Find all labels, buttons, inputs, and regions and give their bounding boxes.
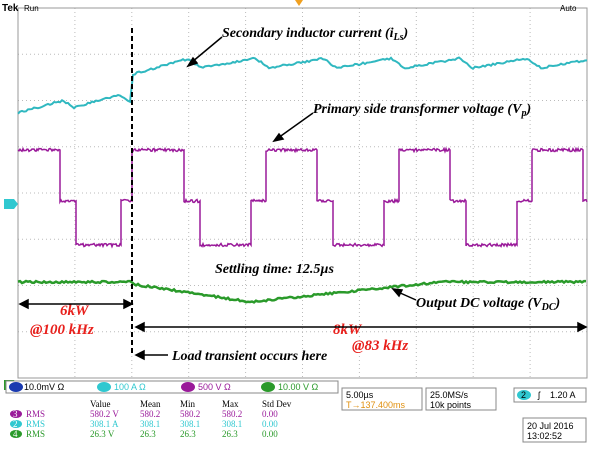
measurement-value: 580.2 bbox=[222, 409, 242, 419]
measurement-type: RMS bbox=[26, 419, 45, 429]
trigger-source: 2 bbox=[521, 390, 526, 400]
channel-scale: 500 V Ω bbox=[198, 382, 231, 392]
frequency-label: @83 kHz bbox=[352, 338, 408, 354]
annotation: Settling time: 12.5µs bbox=[215, 262, 334, 277]
column-header: Max bbox=[222, 399, 239, 409]
measurement-value: 0.00 bbox=[262, 429, 278, 439]
measurement-value: 26.3 bbox=[222, 429, 238, 439]
power-label: 6kW bbox=[60, 303, 90, 319]
channel-badge bbox=[261, 382, 275, 392]
measurement-value: 580.2 bbox=[180, 409, 200, 419]
measurement-value: 580.2 V bbox=[90, 409, 119, 419]
frequency-label: @100 kHz bbox=[30, 322, 94, 338]
timebase: 5.00µs bbox=[346, 390, 374, 400]
measurement-type: RMS bbox=[26, 409, 45, 419]
channel-number: 2 bbox=[13, 419, 18, 429]
column-header: Min bbox=[180, 399, 196, 409]
column-header: Mean bbox=[140, 399, 161, 409]
column-header: Std Dev bbox=[262, 399, 292, 409]
annotation: Secondary inductor current (iLs) bbox=[222, 26, 408, 43]
channel-scale: 10.00 V Ω bbox=[278, 382, 319, 392]
column-header: Value bbox=[90, 399, 111, 409]
annotation: Primary side transformer voltage (Vp) bbox=[313, 102, 531, 119]
channel-number: 3 bbox=[13, 409, 18, 419]
measurement-value: 0.00 bbox=[262, 419, 278, 429]
trigger-level: 1.20 A bbox=[550, 390, 576, 400]
oscilloscope-screenshot: Tek Run Auto Secondary inductor current … bbox=[0, 0, 589, 449]
time: 13:02:52 bbox=[527, 431, 562, 441]
sample-rate: 25.0MS/s bbox=[430, 390, 469, 400]
date: 20 Jul 2016 bbox=[527, 421, 574, 431]
measurement-value: 26.3 V bbox=[90, 429, 115, 439]
annotation: Load transient occurs here bbox=[171, 349, 327, 364]
measurement-value: 26.3 bbox=[180, 429, 196, 439]
measurement-value: 26.3 bbox=[140, 429, 156, 439]
channel-badge bbox=[9, 382, 23, 392]
channel-scale: 100 A Ω bbox=[114, 382, 146, 392]
trigger-delay: T→137.400ms bbox=[346, 400, 406, 410]
power-label: 8kW bbox=[333, 322, 363, 338]
measurement-type: RMS bbox=[26, 429, 45, 439]
measurement-value: 308.1 bbox=[222, 419, 242, 429]
record-length: 10k points bbox=[430, 400, 472, 410]
measurement-value: 308.1 bbox=[180, 419, 200, 429]
channel-badge bbox=[97, 382, 111, 392]
brand: Tek bbox=[2, 3, 19, 14]
channel-bar: 10.0mV Ω 100 A Ω 500 V Ω 10.00 V Ω bbox=[6, 381, 338, 393]
measurement-value: 308.1 bbox=[140, 419, 160, 429]
annotation: Output DC voltage (VDC) bbox=[416, 296, 560, 313]
channel-scale: 10.0mV Ω bbox=[24, 382, 65, 392]
trigger-mode: Auto bbox=[560, 4, 577, 13]
run-status: Run bbox=[24, 4, 39, 13]
channel-number: 4 bbox=[13, 429, 18, 439]
measurement-value: 580.2 bbox=[140, 409, 160, 419]
measurement-value: 0.00 bbox=[262, 409, 278, 419]
measurement-value: 308.1 A bbox=[90, 419, 119, 429]
channel-badge bbox=[181, 382, 195, 392]
